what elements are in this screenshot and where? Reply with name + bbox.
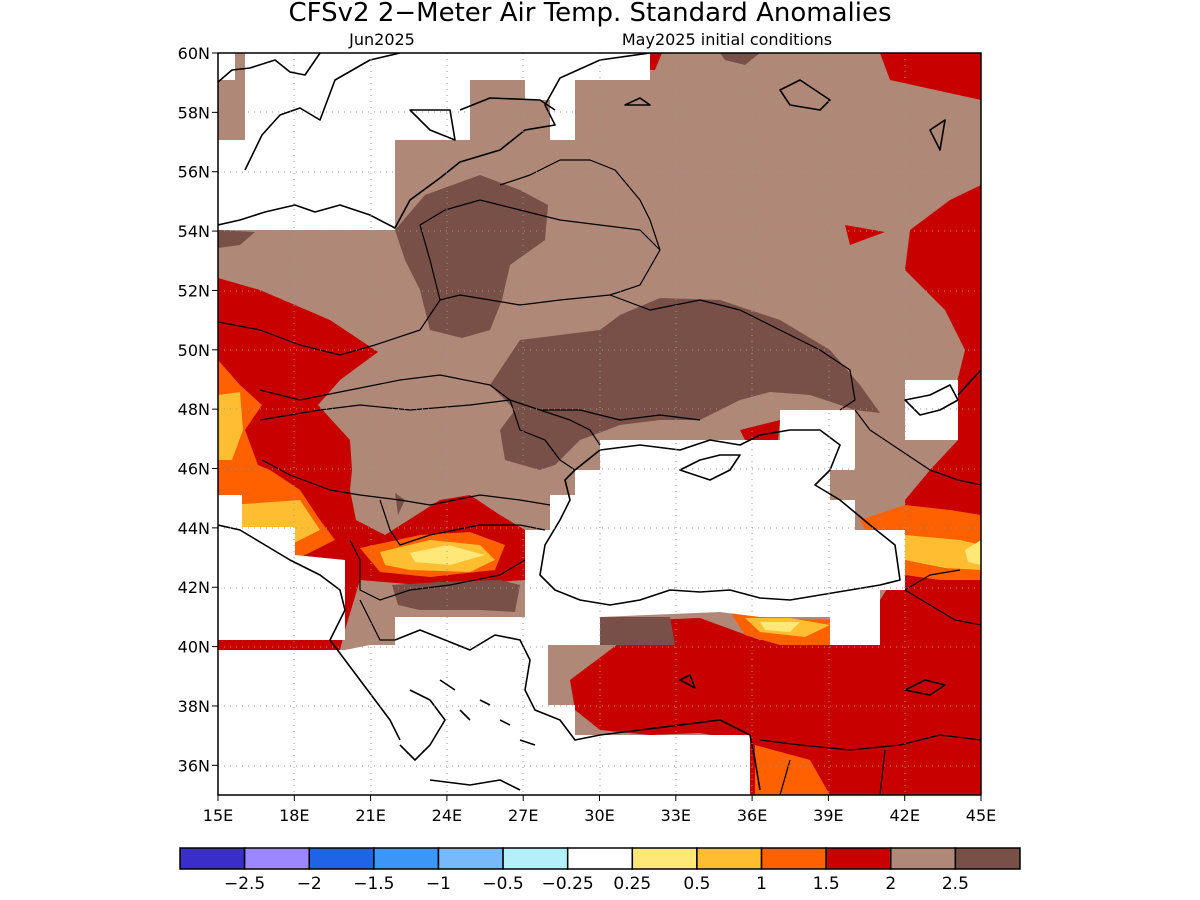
latitude-axis: 60N 58N 56N 54N 52N 50N 48N 46N 44N 42N 40N 38N 36N (178, 44, 218, 775)
colorbar-swatch (954, 847, 1021, 870)
lon-tick-label: 36E (737, 806, 767, 825)
colorbar: −2.5 −2 −1.5 −1 −0.5 −0.25 0.25 0.5 1 1.5 2 2.5 (179, 847, 1021, 894)
lat-tick-label: 44N (178, 519, 210, 538)
masked-aegean-med (218, 617, 750, 795)
anomaly-spot-dark-3 (218, 230, 255, 248)
anomaly-spot-dark-1 (395, 493, 405, 515)
lon-tick-label: 21E (355, 806, 385, 825)
lon-tick-label: 45E (966, 806, 996, 825)
colorbar-label: 1 (756, 874, 767, 894)
lat-tick-label: 54N (178, 222, 210, 241)
lon-tick-label: 42E (889, 806, 919, 825)
anomaly-region-dark-belarus (395, 175, 548, 338)
colorbar-label: −0.25 (542, 874, 594, 894)
anomaly-spot-red (845, 225, 885, 245)
lat-tick-label: 48N (178, 400, 210, 419)
colorbar-swatch (760, 847, 827, 870)
colorbar-label: −2 (297, 874, 322, 894)
lat-tick-label: 58N (178, 103, 210, 122)
lon-tick-label: 27E (508, 806, 538, 825)
colorbar-swatch (373, 847, 440, 870)
masked-baltic-sea (218, 53, 650, 230)
longitude-axis: 15E 18E 21E 24E 27E 30E 33E 36E 39E 42E 45E (203, 795, 996, 825)
coastlines (218, 53, 981, 791)
valid-month-label: Jun2025 (348, 30, 415, 49)
map-panel (218, 53, 981, 795)
lat-tick-label: 56N (178, 163, 210, 182)
lat-tick-label: 38N (178, 697, 210, 716)
lat-tick-label: 46N (178, 460, 210, 479)
lon-tick-label: 18E (279, 806, 309, 825)
lon-tick-label: 33E (661, 806, 691, 825)
colorbar-label: −1.5 (353, 874, 394, 894)
colorbar-swatch (825, 847, 892, 870)
anomaly-spot-red-north (650, 53, 662, 70)
colorbar-label: −2.5 (224, 874, 265, 894)
country-borders (218, 159, 981, 795)
masked-caspian-cell (905, 380, 958, 440)
lon-tick-label: 30E (584, 806, 614, 825)
colorbar-swatch (502, 847, 569, 870)
colorbar-swatch (179, 847, 246, 870)
graticule (218, 53, 981, 795)
anomaly-region-dark-ukraine (490, 298, 880, 470)
anomaly-spot-dark-4 (720, 53, 760, 65)
colorbar-swatch (308, 847, 375, 870)
colorbar-swatch (437, 847, 504, 870)
colorbar-swatch (631, 847, 698, 870)
lon-tick-label: 15E (203, 806, 233, 825)
lat-tick-label: 60N (178, 44, 210, 63)
colorbar-label: 0.5 (683, 874, 710, 894)
colorbar-label: 0.25 (613, 874, 651, 894)
anomaly-region-yellow-1 (410, 545, 485, 565)
initial-conditions-label: May2025 initial conditions (622, 30, 832, 49)
anomaly-region-light-orange-3 (905, 535, 981, 570)
anomaly-region-dark-balkan (392, 580, 520, 612)
colorbar-label: 1.5 (813, 874, 840, 894)
anomaly-region-yellow-3 (965, 540, 981, 565)
lon-tick-label: 39E (813, 806, 843, 825)
anomaly-region-levant-orange (755, 745, 830, 795)
anomaly-region-yellow-2 (760, 622, 800, 632)
colorbar-swatch (243, 847, 310, 870)
colorbar-label: 2 (885, 874, 896, 894)
colorbar-swatch (696, 847, 763, 870)
anomaly-region-dark-anatolia (600, 617, 675, 645)
lat-tick-label: 40N (178, 638, 210, 657)
colorbar-label: −0.5 (482, 874, 523, 894)
colorbar-swatch (890, 847, 957, 870)
lat-tick-label: 36N (178, 756, 210, 775)
colorbar-swatch (566, 847, 634, 870)
lat-tick-label: 52N (178, 281, 210, 300)
lat-tick-label: 42N (178, 578, 210, 597)
masked-adriatic-sea (218, 495, 345, 640)
lat-tick-label: 50N (178, 341, 210, 360)
figure-title: CFSv2 2−Meter Air Temp. Standard Anomali… (288, 0, 891, 28)
colorbar-label: −1 (426, 874, 451, 894)
anomaly-spot-red-azov (740, 420, 780, 440)
lon-tick-label: 24E (432, 806, 462, 825)
colorbar-label: 2.5 (942, 874, 969, 894)
